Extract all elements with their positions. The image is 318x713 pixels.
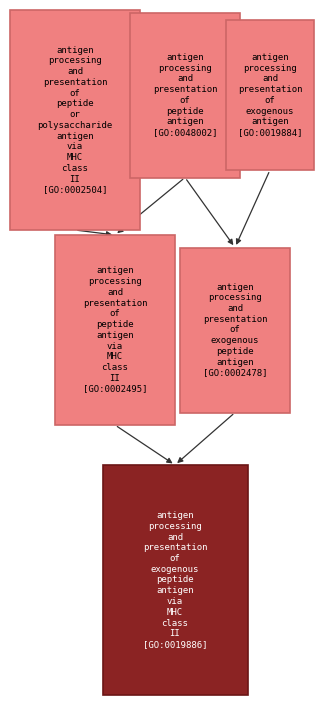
Text: antigen
processing
and
presentation
of
exogenous
peptide
antigen
via
MHC
class
I: antigen processing and presentation of e… [143, 511, 207, 649]
FancyBboxPatch shape [180, 247, 290, 413]
FancyBboxPatch shape [130, 13, 240, 178]
Text: antigen
processing
and
presentation
of
peptide
antigen
via
MHC
class
II
[GO:0002: antigen processing and presentation of p… [83, 267, 147, 394]
Text: antigen
processing
and
presentation
of
exogenous
peptide
antigen
[GO:0002478]: antigen processing and presentation of e… [203, 282, 267, 377]
FancyBboxPatch shape [55, 235, 175, 425]
Text: antigen
processing
and
presentation
of
peptide
antigen
[GO:0048002]: antigen processing and presentation of p… [153, 53, 217, 137]
FancyBboxPatch shape [226, 20, 314, 170]
Text: antigen
processing
and
presentation
of
exogenous
antigen
[GO:0019884]: antigen processing and presentation of e… [238, 53, 302, 137]
FancyBboxPatch shape [102, 465, 247, 695]
FancyBboxPatch shape [10, 10, 140, 230]
Text: antigen
processing
and
presentation
of
peptide
or
polysaccharide
antigen
via
MHC: antigen processing and presentation of p… [38, 46, 113, 195]
